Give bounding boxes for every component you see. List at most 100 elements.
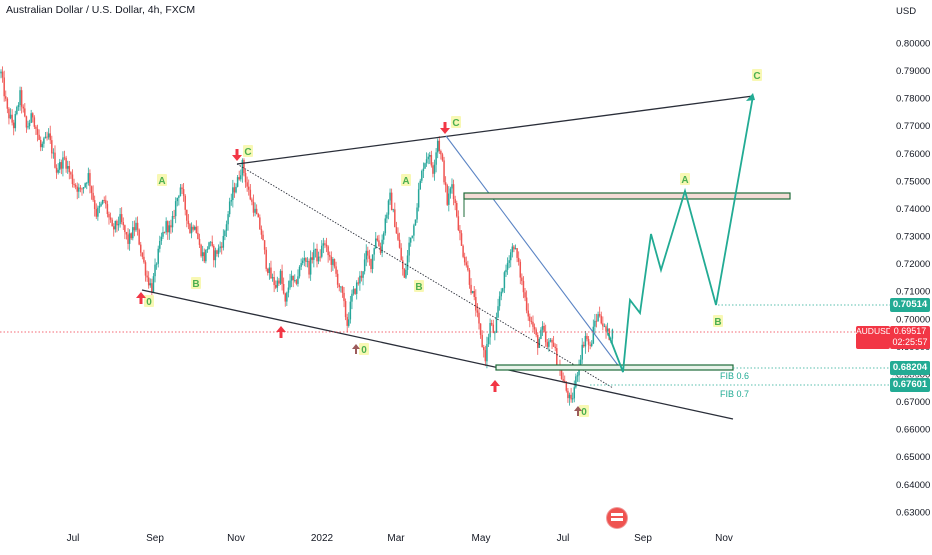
- candle-body: [168, 225, 171, 233]
- candle-body: [87, 173, 90, 183]
- candle-body: [257, 214, 260, 218]
- candle-body: [298, 266, 301, 277]
- candle-body: [505, 269, 507, 273]
- candle-body: [141, 252, 144, 257]
- candle-body: [135, 222, 137, 231]
- wave-label: B: [714, 317, 721, 328]
- wave-label-bg: [401, 174, 411, 186]
- candle-body: [57, 169, 59, 173]
- candle-body: [544, 331, 547, 343]
- candle-body: [282, 284, 285, 294]
- candle-body: [560, 370, 563, 380]
- candle-body: [429, 155, 431, 157]
- candle-body: [267, 268, 269, 273]
- candle-body: [471, 291, 474, 294]
- candle-body: [173, 216, 175, 217]
- candle-body: [556, 348, 558, 366]
- candle-body: [119, 214, 121, 224]
- candle-body: [51, 140, 53, 154]
- candle-body: [214, 250, 217, 261]
- candle-body: [92, 192, 94, 201]
- x-tick-label: Sep: [146, 533, 164, 544]
- candle-body: [73, 184, 75, 186]
- candle-body: [452, 184, 455, 200]
- y-tick-label: 0.65000: [896, 452, 930, 463]
- candle-body: [144, 262, 147, 276]
- candle-body: [446, 185, 448, 205]
- candle-body: [159, 240, 161, 249]
- candle-body: [497, 306, 499, 318]
- candle-body: [139, 244, 142, 253]
- candle-body: [251, 199, 253, 202]
- candle-body: [274, 285, 277, 288]
- candle-body: [433, 164, 436, 174]
- candle-body: [568, 394, 571, 399]
- candle-body: [419, 180, 421, 190]
- candle-body: [74, 185, 77, 187]
- candle-body: [203, 252, 206, 262]
- candle-body: [460, 233, 463, 246]
- wave-label-bg: [144, 295, 154, 307]
- candle-body: [44, 136, 47, 139]
- candle-body: [294, 280, 296, 282]
- candle-body: [157, 248, 159, 264]
- candle-body: [449, 188, 452, 194]
- candle-body: [59, 162, 61, 170]
- candle-body: [154, 264, 156, 277]
- candle-body: [567, 390, 569, 399]
- candle-body: [79, 187, 82, 189]
- upper-trendline: [236, 95, 754, 165]
- wave-label-bg: [359, 343, 369, 355]
- candle-body: [470, 284, 472, 294]
- candle-body: [344, 301, 347, 318]
- candle-body: [65, 157, 67, 169]
- projection-path: [607, 95, 754, 373]
- wave-up-arrow-small: [574, 406, 582, 416]
- y-tick-label: 0.77000: [896, 121, 930, 132]
- candle-body: [105, 200, 107, 205]
- y-tick-label: 0.71000: [896, 287, 930, 298]
- candle-body: [138, 229, 140, 245]
- candle-body: [392, 209, 394, 211]
- wave-up-arrow: [136, 292, 146, 304]
- candle-body: [341, 286, 344, 293]
- candle-body: [325, 244, 328, 247]
- candle-body: [441, 154, 444, 161]
- candle-body: [346, 317, 348, 326]
- candle-body: [22, 106, 24, 109]
- candle-body: [255, 208, 258, 215]
- candle-body: [90, 186, 93, 193]
- candle-body: [0, 71, 2, 74]
- candle-body: [516, 248, 518, 258]
- candle-body: [198, 238, 201, 245]
- candle-body: [511, 246, 514, 253]
- candle-body: [124, 225, 126, 233]
- last-price-value-tag: 0.69517 02:25:57: [890, 326, 930, 349]
- wave-up-arrow-small: [352, 344, 360, 354]
- candle-body: [606, 328, 609, 332]
- x-tick-label: Sep: [634, 533, 652, 544]
- candle-body: [171, 216, 174, 228]
- wave-label-bg: [680, 173, 690, 185]
- candle-body: [565, 382, 568, 391]
- candle-body: [8, 108, 10, 119]
- candle-body: [529, 316, 531, 322]
- candle-body: [52, 152, 55, 154]
- candle-body: [551, 339, 553, 343]
- candle-body: [413, 225, 415, 236]
- candle-body: [492, 324, 495, 333]
- candle-body: [117, 223, 120, 226]
- candle-body: [174, 201, 177, 217]
- candle-body: [524, 292, 526, 298]
- candle-body: [382, 233, 385, 240]
- candle-body: [63, 157, 66, 159]
- candle-body: [259, 217, 261, 230]
- candle-body: [166, 221, 169, 233]
- y-tick-label: 0.64000: [896, 480, 930, 491]
- flag-icon[interactable]: [607, 508, 627, 528]
- candle-body: [60, 162, 63, 169]
- candle-body: [489, 322, 491, 338]
- candle-body: [451, 184, 453, 189]
